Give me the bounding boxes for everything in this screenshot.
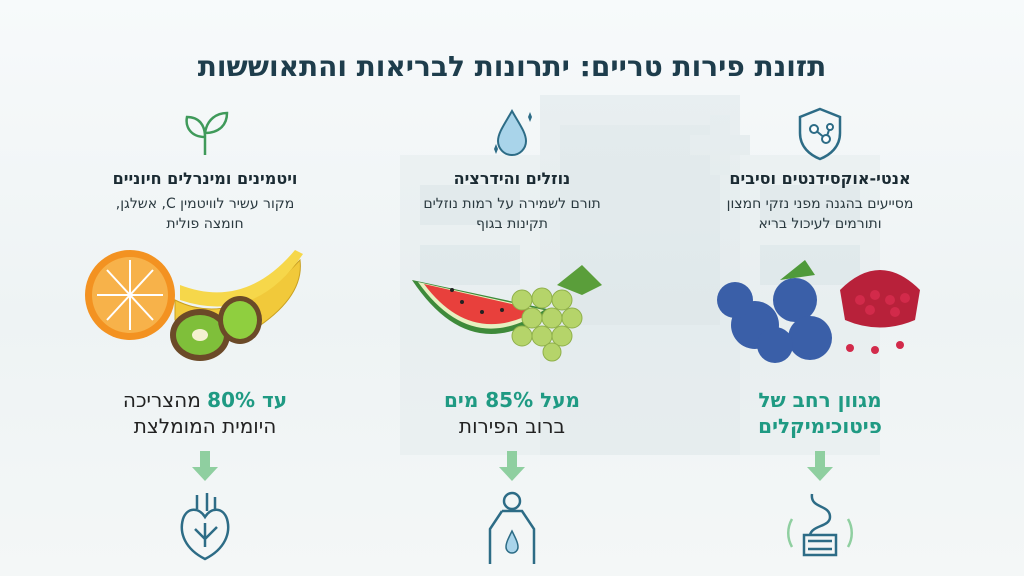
orange-banana-kiwi-image <box>85 250 303 361</box>
watermelon-grapes-image <box>412 265 602 362</box>
column-description: תורם לשמירה על רמות נוזלים תקינות בגוף <box>423 196 601 232</box>
column-heading: נוזלים והידרציה <box>453 169 571 188</box>
stat-emphasis: עד 80% <box>207 388 288 412</box>
arrow <box>192 451 218 481</box>
column: אנטי-אוקסידנטים וסיבים מסייעים בהגנה מפנ… <box>670 105 970 565</box>
title: תזונת פירות טריים: יתרונות לבריאות והתאו… <box>197 50 827 83</box>
body-icon <box>488 491 536 564</box>
stat-text: ברוב הפירות <box>458 414 566 438</box>
stat-emphasis: מגוון רחב של פיטוכימיקלים <box>758 388 882 438</box>
column: נוזלים והידרציה תורם לשמירה על רמות נוזל… <box>362 105 662 565</box>
stat-text: מהצריכה היומית המומלצת <box>122 388 277 438</box>
stat-emphasis: מעל 85% מים <box>444 388 580 412</box>
column: ויטמינים ומינרלים חיוניים מקור עשיר לווי… <box>55 105 355 565</box>
leaf-icon <box>185 111 229 155</box>
heart-icon <box>180 493 230 561</box>
column-description: מקור עשיר לוויטמין C, אשלגן, חומצה פולית <box>115 196 295 232</box>
digestion-icon <box>787 493 853 557</box>
shield-icon <box>798 107 842 161</box>
drop-icon <box>494 108 532 156</box>
column-heading: ויטמינים ומינרלים חיוניים <box>112 169 298 188</box>
arrow <box>499 451 525 481</box>
column-heading: אנטי-אוקסידנטים וסיבים <box>729 169 911 188</box>
column-stat: מעל 85% מים ברוב הפירות <box>362 387 662 441</box>
column-stat: מגוון רחב של פיטוכימיקלים <box>670 387 970 441</box>
column-stat: עד 80% מהצריכה היומית המומלצת <box>55 387 355 441</box>
column-description: מסייעים בהגנה מפני נזקי חמצון ותורמים לע… <box>726 196 914 232</box>
arrow <box>807 451 833 481</box>
berries-image <box>717 260 920 363</box>
